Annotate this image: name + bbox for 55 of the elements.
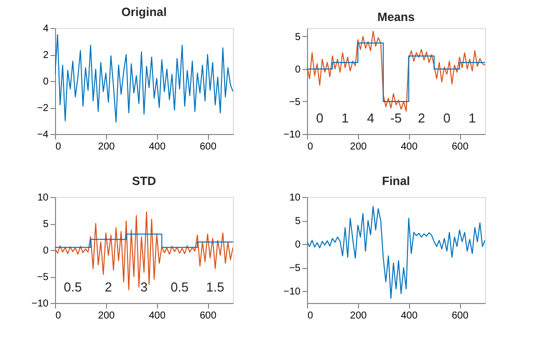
y-tick-label: 5 xyxy=(294,216,301,228)
line-series xyxy=(307,30,485,112)
chart-title: Means xyxy=(377,10,415,24)
y-tick-label: −5 xyxy=(289,96,301,108)
line-series xyxy=(55,34,233,123)
annotation: 1 xyxy=(342,110,349,126)
annotation: 1 xyxy=(468,110,476,126)
x-tick-label: 600 xyxy=(452,310,469,322)
y-tick-label: −5 xyxy=(289,263,301,274)
annotation: 1.5 xyxy=(206,280,224,295)
x-tick-label: 400 xyxy=(400,142,418,152)
y-tick-label: 5 xyxy=(294,32,301,43)
annotation: 0.5 xyxy=(170,280,189,295)
annotation: 2 xyxy=(104,280,112,295)
x-tick-label: 600 xyxy=(200,142,217,152)
y-tick-label: 10 xyxy=(37,192,49,204)
y-tick-label: 0 xyxy=(294,240,301,251)
y-tick-label: 0 xyxy=(42,76,49,88)
x-tick-label: 400 xyxy=(148,142,166,152)
line-series xyxy=(307,206,485,299)
y-tick-label: −10 xyxy=(284,286,301,298)
x-tick-label: 0 xyxy=(308,310,314,322)
annotation: 0.5 xyxy=(64,280,82,295)
chart-title: Final xyxy=(382,174,410,188)
y-tick-label: 4 xyxy=(42,24,49,34)
chart-title: STD xyxy=(132,174,156,188)
y-tick-label: −5 xyxy=(37,272,49,283)
annotation: 2 xyxy=(418,110,426,126)
annotation: 0 xyxy=(443,110,450,126)
y-tick-label: −10 xyxy=(284,130,301,140)
x-tick-label: 600 xyxy=(200,310,217,322)
y-tick-label: 10 xyxy=(289,192,301,204)
annotation: 4 xyxy=(366,110,374,126)
x-tick-label: 600 xyxy=(452,142,469,152)
annotation: 0 xyxy=(316,110,324,126)
annotation: 3 xyxy=(140,280,148,295)
y-tick-label: 2 xyxy=(42,50,49,61)
x-tick-label: 0 xyxy=(56,142,62,152)
line-series xyxy=(55,211,233,290)
x-tick-label: 400 xyxy=(148,310,166,322)
y-tick-label: −2 xyxy=(37,103,49,114)
y-tick-label: 0 xyxy=(42,246,49,256)
x-tick-label: 400 xyxy=(400,310,418,322)
y-tick-label: 0 xyxy=(294,64,301,76)
x-tick-label: 200 xyxy=(350,310,368,322)
y-tick-label: −10 xyxy=(32,298,49,310)
annotation: -5 xyxy=(390,110,402,126)
y-tick-label: 5 xyxy=(42,219,49,230)
x-tick-label: 200 xyxy=(350,142,368,152)
y-tick-label: −4 xyxy=(37,130,49,140)
x-tick-label: 0 xyxy=(308,142,314,152)
x-tick-label: 200 xyxy=(98,142,116,152)
x-tick-label: 0 xyxy=(56,310,62,322)
x-tick-label: 200 xyxy=(98,310,116,322)
chart-title: Original xyxy=(121,5,167,19)
